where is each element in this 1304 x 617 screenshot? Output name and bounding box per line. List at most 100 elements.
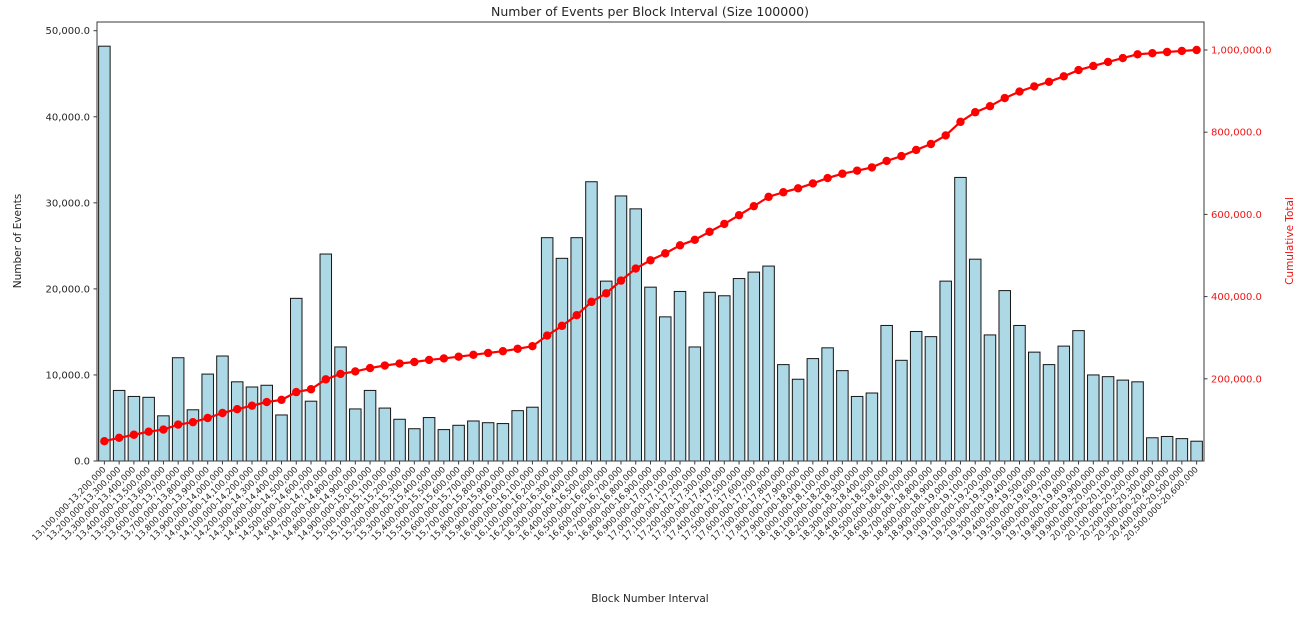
- bar: [880, 324, 893, 462]
- cumulative-point: [513, 344, 522, 353]
- y-tick-label-left: 10,000.0: [45, 370, 90, 381]
- cumulative-point: [985, 102, 995, 111]
- cumulative-point: [1030, 82, 1039, 91]
- bar: [762, 265, 775, 462]
- y-ticks-right-group: 200,000.0 400,000.0 600,000.0 800,000.0 1,00…: [1204, 46, 1271, 385]
- bar: [1087, 374, 1100, 462]
- cumulative-point: [897, 151, 906, 161]
- bar: [688, 346, 702, 462]
- y-tick-label-left: 30,000.0: [45, 198, 90, 209]
- bar: [157, 415, 170, 462]
- bar: [393, 418, 406, 462]
- bar: [585, 181, 598, 462]
- cumulative-point: [469, 350, 478, 359]
- y-axis-label-left: Number of Events: [12, 194, 24, 289]
- bar: [850, 395, 864, 462]
- bar: [171, 357, 185, 462]
- bar: [570, 237, 583, 462]
- cumulative-point: [557, 321, 567, 331]
- bar: [452, 424, 465, 462]
- y-axis-label-right: Cumulative Total: [1284, 197, 1296, 285]
- y-tick-label-right: 200,000.0: [1211, 374, 1262, 385]
- bar: [127, 395, 141, 462]
- cumulative-point: [852, 166, 862, 175]
- bar: [909, 330, 923, 462]
- bar: [319, 253, 333, 462]
- bar: [954, 176, 967, 462]
- cumulative-point: [1103, 57, 1113, 67]
- cumulative-point: [646, 256, 655, 265]
- cumulative-point: [233, 405, 242, 414]
- bar: [1116, 379, 1130, 462]
- bar: [422, 417, 436, 462]
- cumulative-point: [926, 139, 936, 149]
- cumulative-point: [159, 425, 168, 434]
- bar: [496, 423, 510, 462]
- bar: [806, 358, 820, 462]
- cumulative-line-group: [100, 45, 1201, 446]
- bar: [968, 258, 982, 462]
- cumulative-point: [1133, 50, 1142, 59]
- cumulative-point: [779, 188, 788, 197]
- cumulative-point: [911, 145, 921, 155]
- bar: [1013, 324, 1026, 462]
- y-tick-label-left: 20,000.0: [45, 284, 90, 295]
- cumulative-point: [336, 369, 345, 379]
- cumulative-point: [454, 352, 463, 361]
- chart-title: Number of Events per Block Interval (Siz…: [491, 4, 809, 19]
- cumulative-point: [114, 433, 124, 443]
- bar: [791, 378, 805, 462]
- bar: [939, 280, 952, 462]
- cumulative-point: [616, 276, 626, 285]
- bar: [98, 45, 111, 462]
- cumulative-point: [100, 436, 109, 446]
- bar: [275, 414, 288, 462]
- bar: [998, 290, 1011, 462]
- bar: [481, 422, 495, 462]
- cumulative-point: [1177, 46, 1187, 56]
- cumulative-point: [793, 184, 803, 193]
- bar: [378, 407, 392, 462]
- cumulative-point: [395, 359, 404, 368]
- bar: [408, 428, 421, 462]
- cumulative-point: [587, 297, 596, 307]
- cumulative-point: [867, 163, 877, 172]
- bar: [673, 290, 687, 462]
- bar: [1042, 364, 1056, 462]
- cumulative-point: [690, 235, 699, 245]
- cumulative-point: [749, 201, 759, 211]
- cumulative-point: [602, 289, 611, 298]
- bar: [230, 381, 244, 462]
- bar: [1131, 381, 1144, 462]
- bar: [983, 334, 997, 462]
- y-tick-label-left: 0.0: [74, 457, 90, 468]
- bar: [718, 295, 731, 462]
- cumulative-point: [1000, 93, 1009, 103]
- cumulative-point: [631, 264, 640, 273]
- cumulative-point: [1044, 77, 1054, 86]
- bar: [1101, 376, 1115, 462]
- cumulative-point: [956, 117, 965, 127]
- cumulative-point: [424, 355, 434, 365]
- bar: [895, 359, 908, 462]
- bar: [260, 384, 273, 462]
- cumulative-point: [1089, 61, 1098, 71]
- cumulative-point: [483, 348, 493, 358]
- cumulative-point: [321, 375, 330, 384]
- bar: [732, 278, 746, 462]
- cumulative-point: [410, 357, 419, 367]
- bar: [555, 257, 569, 462]
- cumulative-point: [808, 179, 818, 188]
- bar: [186, 409, 200, 462]
- cumulative-point: [144, 427, 153, 436]
- cumulative-point: [882, 156, 891, 166]
- bar: [1175, 438, 1189, 462]
- bar: [467, 420, 480, 462]
- bar: [245, 386, 259, 462]
- cumulative-point: [1192, 45, 1201, 55]
- cumulative-point: [439, 354, 449, 363]
- cumulative-point: [1118, 53, 1128, 63]
- cumulative-point: [365, 363, 375, 373]
- cumulative-point: [1059, 72, 1068, 81]
